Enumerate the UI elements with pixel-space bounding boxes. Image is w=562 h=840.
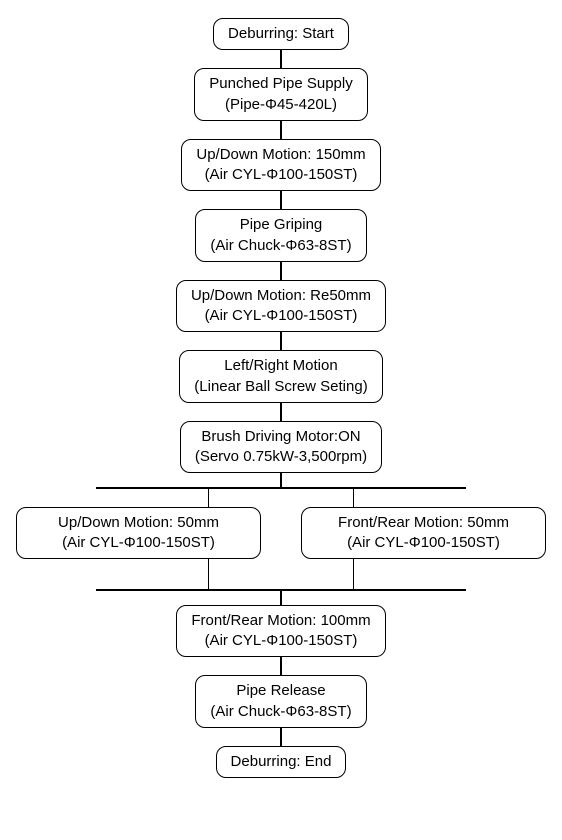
node-text: Brush Driving Motor:ON bbox=[195, 427, 367, 447]
node-updown-50: Up/Down Motion: 50mm (Air CYL-Φ100-150ST… bbox=[16, 507, 261, 560]
node-pipe-supply: Punched Pipe Supply (Pipe-Φ45-420L) bbox=[194, 68, 367, 121]
node-subtext: (Servo 0.75kW-3,500rpm) bbox=[195, 447, 367, 467]
connector bbox=[280, 332, 282, 350]
connector bbox=[353, 489, 355, 507]
connector bbox=[208, 559, 210, 589]
node-text: Front/Rear Motion: 50mm bbox=[316, 513, 531, 533]
node-text: Front/Rear Motion: 100mm bbox=[191, 611, 370, 631]
node-text: Pipe Griping bbox=[210, 215, 351, 235]
node-frontrear-100: Front/Rear Motion: 100mm (Air CYL-Φ100-1… bbox=[176, 605, 385, 658]
node-subtext: (Air CYL-Φ100-150ST) bbox=[316, 533, 531, 553]
node-pipe-griping: Pipe Griping (Air Chuck-Φ63-8ST) bbox=[195, 209, 366, 262]
flowchart: Deburring: Start Punched Pipe Supply (Pi… bbox=[10, 18, 552, 778]
node-brush-motor: Brush Driving Motor:ON (Servo 0.75kW-3,5… bbox=[180, 421, 382, 474]
node-text: Deburring: Start bbox=[228, 24, 334, 44]
connector bbox=[280, 728, 282, 746]
branch-left: Up/Down Motion: 50mm (Air CYL-Φ100-150ST… bbox=[11, 489, 266, 590]
node-subtext: (Air Chuck-Φ63-8ST) bbox=[210, 702, 351, 722]
node-text: Up/Down Motion: 50mm bbox=[31, 513, 246, 533]
node-text: Deburring: End bbox=[231, 752, 332, 772]
node-text: Pipe Release bbox=[210, 681, 351, 701]
node-leftright: Left/Right Motion (Linear Ball Screw Set… bbox=[179, 350, 382, 403]
node-subtext: (Air CYL-Φ100-150ST) bbox=[191, 306, 371, 326]
node-subtext: (Air CYL-Φ100-150ST) bbox=[191, 631, 370, 651]
node-text: Up/Down Motion: Re50mm bbox=[191, 286, 371, 306]
node-subtext: (Air Chuck-Φ63-8ST) bbox=[210, 236, 351, 256]
node-updown-re50: Up/Down Motion: Re50mm (Air CYL-Φ100-150… bbox=[176, 280, 386, 333]
node-text: Left/Right Motion bbox=[194, 356, 367, 376]
connector bbox=[280, 403, 282, 421]
connector bbox=[280, 50, 282, 68]
connector bbox=[280, 262, 282, 280]
node-subtext: (Air CYL-Φ100-150ST) bbox=[196, 165, 365, 185]
connector bbox=[280, 191, 282, 209]
connector bbox=[353, 559, 355, 589]
connector bbox=[280, 657, 282, 675]
node-text: Up/Down Motion: 150mm bbox=[196, 145, 365, 165]
node-subtext: (Pipe-Φ45-420L) bbox=[209, 95, 352, 115]
connector bbox=[280, 473, 282, 487]
node-start: Deburring: Start bbox=[213, 18, 349, 50]
branch-row: Up/Down Motion: 50mm (Air CYL-Φ100-150ST… bbox=[11, 489, 551, 590]
node-end: Deburring: End bbox=[216, 746, 347, 778]
node-frontrear-50: Front/Rear Motion: 50mm (Air CYL-Φ100-15… bbox=[301, 507, 546, 560]
node-text: Punched Pipe Supply bbox=[209, 74, 352, 94]
node-updown-150: Up/Down Motion: 150mm (Air CYL-Φ100-150S… bbox=[181, 139, 380, 192]
connector bbox=[280, 591, 282, 605]
node-subtext: (Air CYL-Φ100-150ST) bbox=[31, 533, 246, 553]
node-subtext: (Linear Ball Screw Seting) bbox=[194, 377, 367, 397]
node-pipe-release: Pipe Release (Air Chuck-Φ63-8ST) bbox=[195, 675, 366, 728]
connector bbox=[208, 489, 210, 507]
connector bbox=[280, 121, 282, 139]
branch-right: Front/Rear Motion: 50mm (Air CYL-Φ100-15… bbox=[296, 489, 551, 590]
